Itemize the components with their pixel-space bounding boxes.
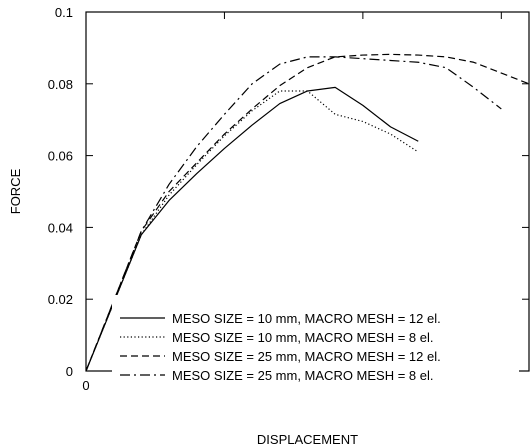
series-line-4	[85, 56, 502, 372]
y-tick-label: 0	[66, 364, 73, 379]
x-tick-label: 0	[82, 378, 89, 393]
legend-label: MESO SIZE = 25 mm, MACRO MESH = 8 el.	[172, 368, 434, 383]
series-layer	[85, 53, 530, 372]
y-tick-label: 0.02	[48, 292, 73, 307]
y-tick-label: 0.08	[48, 77, 73, 92]
series-line-1	[85, 86, 419, 372]
y-axis-label: FORCE	[8, 168, 23, 214]
y-tick-label: 0.1	[55, 5, 73, 20]
legend-label: MESO SIZE = 25 mm, MACRO MESH = 12 el.	[172, 349, 441, 364]
y-tick-label: 0.04	[48, 220, 73, 235]
legend-box	[112, 295, 519, 393]
legend: MESO SIZE = 10 mm, MACRO MESH = 12 el. ME…	[112, 295, 519, 393]
x-axis-label: DISPLACEMENT	[257, 432, 358, 447]
legend-label: MESO SIZE = 10 mm, MACRO MESH = 12 el.	[172, 311, 441, 326]
y-tick-label: 0.06	[48, 149, 73, 164]
series-line-3	[85, 53, 530, 372]
series-line-2	[85, 90, 419, 372]
legend-label: MESO SIZE = 10 mm, MACRO MESH = 8 el.	[172, 330, 434, 345]
